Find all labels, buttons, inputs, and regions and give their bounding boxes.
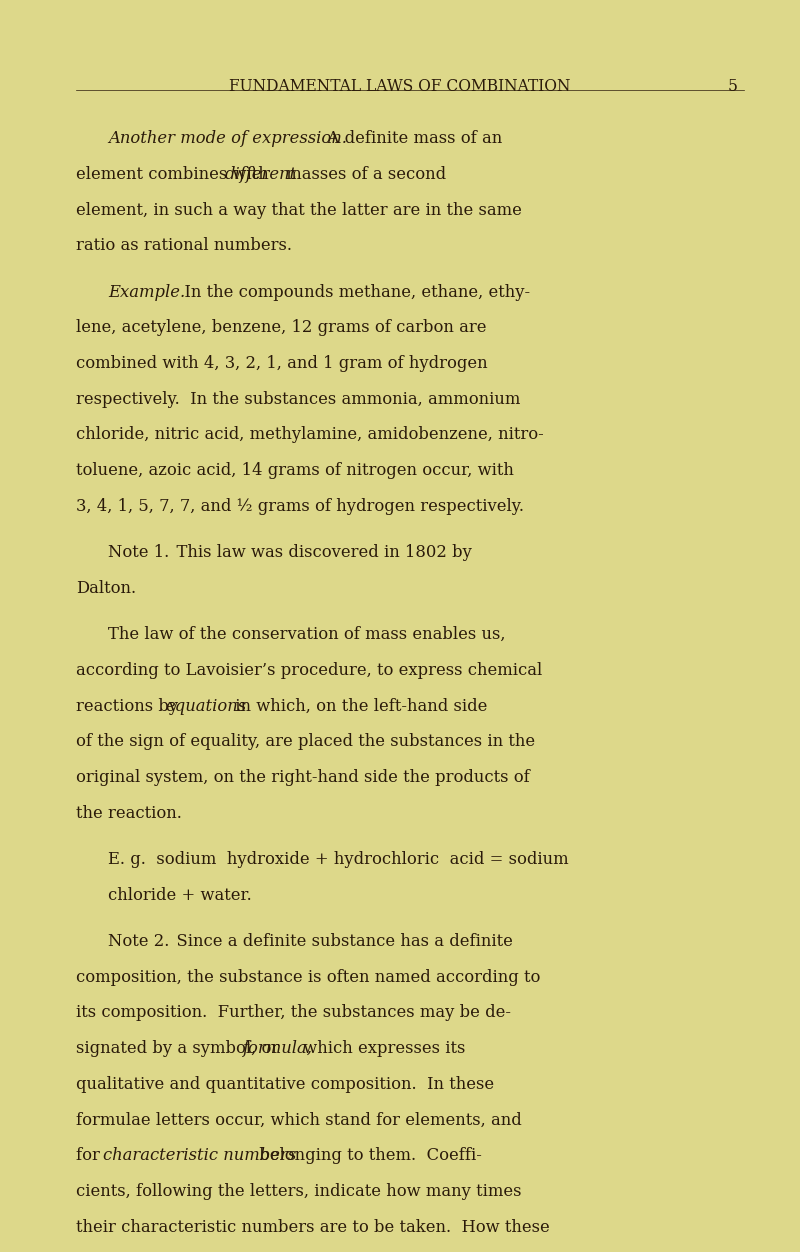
- Text: which expresses its: which expresses its: [298, 1040, 466, 1057]
- Text: Note 1.: Note 1.: [108, 545, 170, 561]
- Text: according to Lavoisier’s procedure, to express chemical: according to Lavoisier’s procedure, to e…: [76, 662, 542, 679]
- Text: formulae letters occur, which stand for elements, and: formulae letters occur, which stand for …: [76, 1112, 522, 1128]
- Text: signated by a symbol, or: signated by a symbol, or: [76, 1040, 285, 1057]
- Text: masses of a second: masses of a second: [281, 165, 446, 183]
- Text: characteristic numbers: characteristic numbers: [103, 1147, 297, 1164]
- Text: chloride, nitric acid, methylamine, amidobenzene, nitro-: chloride, nitric acid, methylamine, amid…: [76, 427, 544, 443]
- Text: ratio as rational numbers.: ratio as rational numbers.: [76, 238, 292, 254]
- Text: its composition.  Further, the substances may be de-: its composition. Further, the substances…: [76, 1004, 511, 1022]
- Text: reactions by: reactions by: [76, 697, 183, 715]
- Text: in which, on the left-hand side: in which, on the left-hand side: [230, 697, 487, 715]
- Text: 5: 5: [728, 78, 738, 95]
- Text: their characteristic numbers are to be taken.  How these: their characteristic numbers are to be t…: [76, 1218, 550, 1236]
- Text: In the compounds methane, ethane, ethy-: In the compounds methane, ethane, ethy-: [174, 284, 530, 300]
- Text: This law was discovered in 1802 by: This law was discovered in 1802 by: [166, 545, 471, 561]
- Text: E. g.  sodium  hydroxide + hydrochloric  acid = sodium: E. g. sodium hydroxide + hydrochloric ac…: [108, 851, 569, 868]
- Text: for: for: [76, 1147, 105, 1164]
- Text: formula,: formula,: [242, 1040, 312, 1057]
- Text: Another mode of expression.: Another mode of expression.: [108, 130, 347, 148]
- Text: different: different: [225, 165, 297, 183]
- Text: qualitative and quantitative composition.  In these: qualitative and quantitative composition…: [76, 1075, 494, 1093]
- Text: respectively.  In the substances ammonia, ammonium: respectively. In the substances ammonia,…: [76, 391, 520, 408]
- Text: the reaction.: the reaction.: [76, 805, 182, 821]
- Text: A definite mass of an: A definite mass of an: [317, 130, 502, 148]
- Text: equations: equations: [165, 697, 246, 715]
- Text: Note 2.: Note 2.: [108, 933, 170, 950]
- Text: belonging to them.  Coeffi-: belonging to them. Coeffi-: [254, 1147, 482, 1164]
- Text: element, in such a way that the latter are in the same: element, in such a way that the latter a…: [76, 202, 522, 219]
- Text: composition, the substance is often named according to: composition, the substance is often name…: [76, 969, 540, 985]
- Text: element combines with: element combines with: [76, 165, 274, 183]
- Text: cients, following the letters, indicate how many times: cients, following the letters, indicate …: [76, 1183, 522, 1199]
- Text: lene, acetylene, benzene, 12 grams of carbon are: lene, acetylene, benzene, 12 grams of ca…: [76, 319, 486, 337]
- Text: Dalton.: Dalton.: [76, 580, 136, 597]
- Text: The law of the conservation of mass enables us,: The law of the conservation of mass enab…: [108, 626, 506, 644]
- Text: Example.: Example.: [108, 284, 186, 300]
- Text: original system, on the right-hand side the products of: original system, on the right-hand side …: [76, 769, 530, 786]
- Text: combined with 4, 3, 2, 1, and 1 gram of hydrogen: combined with 4, 3, 2, 1, and 1 gram of …: [76, 356, 488, 372]
- Text: toluene, azoic acid, 14 grams of nitrogen occur, with: toluene, azoic acid, 14 grams of nitroge…: [76, 462, 514, 480]
- Text: of the sign of equality, are placed the substances in the: of the sign of equality, are placed the …: [76, 734, 535, 750]
- Text: 3, 4, 1, 5, 7, 7, and ½ grams of hydrogen respectively.: 3, 4, 1, 5, 7, 7, and ½ grams of hydroge…: [76, 498, 524, 515]
- Text: chloride + water.: chloride + water.: [108, 886, 252, 904]
- Text: FUNDAMENTAL LAWS OF COMBINATION: FUNDAMENTAL LAWS OF COMBINATION: [230, 78, 570, 95]
- Text: Since a definite substance has a definite: Since a definite substance has a definit…: [166, 933, 513, 950]
